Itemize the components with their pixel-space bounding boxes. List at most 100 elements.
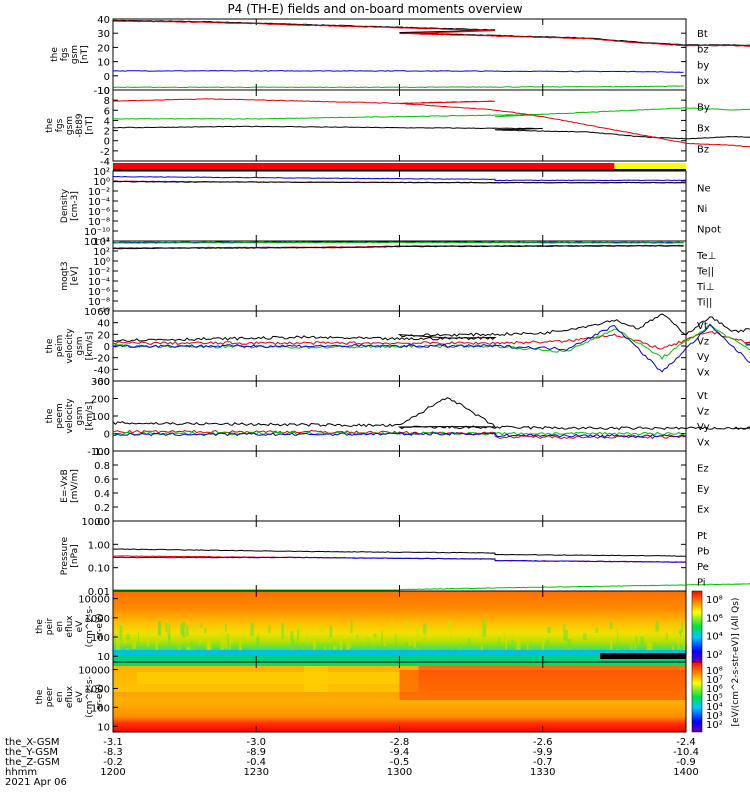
density-ytick-label: 10⁻⁶: [88, 207, 110, 218]
fgs-ytick-label: 10: [97, 58, 110, 69]
peem_vel-legend-3: Vx: [697, 437, 710, 448]
peem_vel-series-Vt: [112, 397, 750, 431]
fgs_dsl-ytick-label: 8: [104, 96, 110, 107]
colorbar-tick: 10⁴: [706, 632, 723, 643]
peir_spec-dataline: [600, 653, 686, 659]
peir_spec-texture: [250, 622, 255, 636]
peir_spec-ylabel: peir: [45, 617, 55, 635]
peir_spec-texture: [673, 622, 676, 636]
density-ytick-label: 10⁻¹⁰: [84, 227, 110, 238]
peir_spec-texture: [595, 628, 599, 633]
peem_vel-legend-2: Vy: [697, 422, 710, 433]
peir_spec-texture: [256, 637, 260, 648]
efield-ylabel: E=-VxB: [60, 469, 70, 503]
fgs-ytick-label: 40: [97, 15, 110, 26]
peim_vel-ytick-label: -60: [94, 377, 110, 388]
peim_vel-frame: [112, 310, 687, 382]
peer_spec-ytick-label: 10: [97, 722, 110, 733]
footer-value: 1400: [673, 767, 698, 778]
peir_spec-texture: [640, 636, 644, 647]
footer-value: -0.9: [676, 757, 696, 768]
fgs-series-by: [112, 70, 684, 73]
efield-legend-1: Ey: [697, 484, 709, 495]
footer-value: -10.4: [673, 747, 699, 758]
peir_spec-texture: [655, 621, 660, 632]
peir_spec-texture: [617, 632, 619, 645]
peir_spec-texture: [166, 621, 170, 636]
peir_spec-texture: [193, 623, 196, 633]
efield-frame: [112, 450, 687, 522]
peim_vel-ytick-label: 40: [97, 319, 110, 330]
peir_spec-texture: [677, 637, 680, 651]
pressure-legend-1: Pb: [697, 546, 709, 557]
footer-value: -9.4: [390, 747, 410, 758]
peem_vel-ytick-label: 300: [91, 377, 110, 388]
peir_spec-texture: [511, 639, 514, 647]
fgs-ytick-label: -10: [94, 86, 110, 97]
date-label: 2021 Apr 06: [5, 777, 67, 788]
peir_spec-texture: [381, 631, 383, 644]
peim_vel-legend-1: Vz: [697, 336, 709, 347]
peir_spec-texture: [631, 644, 634, 654]
peir_spec-texture: [114, 633, 116, 648]
temp-frame: [112, 240, 687, 312]
temp-legend-2: Ti⊥: [696, 282, 714, 293]
panel-pressure: [112, 520, 750, 592]
footer-value: -0.4: [246, 757, 266, 768]
peim_vel-ytick-label: 60: [97, 307, 110, 318]
colorbar-label: [eV/(cm^2-s-str-eV)] (All Qs): [731, 598, 741, 727]
fgs_dsl-ylabel: [nT]: [85, 116, 95, 134]
density-legend-2: Npot: [697, 225, 721, 236]
peir_spec-texture: [346, 640, 350, 658]
peem_vel-ylabel: velocity: [65, 398, 75, 434]
colorbar-2: [691, 661, 703, 733]
density-ytick-label: 10⁻⁸: [88, 217, 110, 228]
peir_spec-texture: [231, 637, 234, 645]
peir_spec-texture: [191, 642, 196, 651]
peir_spec-texture: [329, 646, 331, 651]
peem_vel-ylabel: the: [45, 408, 55, 423]
pressure-ytick-label: 0.01: [88, 587, 110, 598]
peir_spec-texture: [116, 634, 120, 653]
footer-value: 1230: [244, 767, 269, 778]
footer-value: -0.7: [533, 757, 553, 768]
peir_spec-texture: [666, 633, 668, 641]
peim_vel-legend-0: Vt: [697, 321, 708, 332]
peem_vel-ylabel: peem: [55, 403, 65, 429]
pressure-series-Pi: [112, 556, 687, 563]
peer_spec-ylabel: sr-eV): [95, 684, 105, 710]
peim_vel-ytick-label: -20: [94, 354, 110, 365]
temp-legend-3: Ti||: [696, 297, 712, 308]
pressure-legend-0: Pt: [697, 531, 707, 542]
peir_spec-texture: [239, 642, 242, 657]
colorbar-tick: 10⁴: [706, 702, 723, 713]
footer-value: -3.0: [246, 737, 266, 748]
temp-series-Te||: [112, 245, 684, 250]
peem_vel-series-Vz: [112, 429, 687, 440]
peir_spec-texture: [123, 639, 127, 644]
fgs_dsl-legend-2: Bz: [697, 145, 709, 156]
fgs_dsl-ytick-label: -2: [100, 147, 110, 158]
peir_spec-ytick-label: 10: [97, 652, 110, 663]
peir_spec-texture: [248, 624, 252, 638]
footer-value: -8.3: [103, 747, 123, 758]
peir_spec-texture: [305, 628, 308, 641]
peir_spec-texture: [137, 631, 139, 649]
peir_spec-texture: [567, 639, 571, 657]
peim_vel-series-Vz: [112, 331, 750, 350]
peir_spec-texture: [158, 620, 162, 636]
colorbar-tick: 10²: [706, 720, 723, 731]
pressure-ytick-label: 0.10: [88, 564, 110, 575]
peir_spec-texture: [297, 629, 299, 640]
panel-peir_spec: [112, 590, 687, 665]
panel-temp: [112, 240, 687, 312]
fgs_dsl-ytick-label: 2: [104, 127, 110, 138]
peim_vel-ylabel: the: [45, 338, 55, 353]
colorbar-tick: 10⁸: [706, 595, 723, 606]
peir_spec-texture: [146, 630, 150, 647]
footer-value: -3.1: [103, 737, 123, 748]
colorbar-1: [691, 590, 703, 663]
peir_spec-texture: [296, 636, 298, 654]
fgs_dsl-ytick-label: 6: [104, 106, 110, 117]
